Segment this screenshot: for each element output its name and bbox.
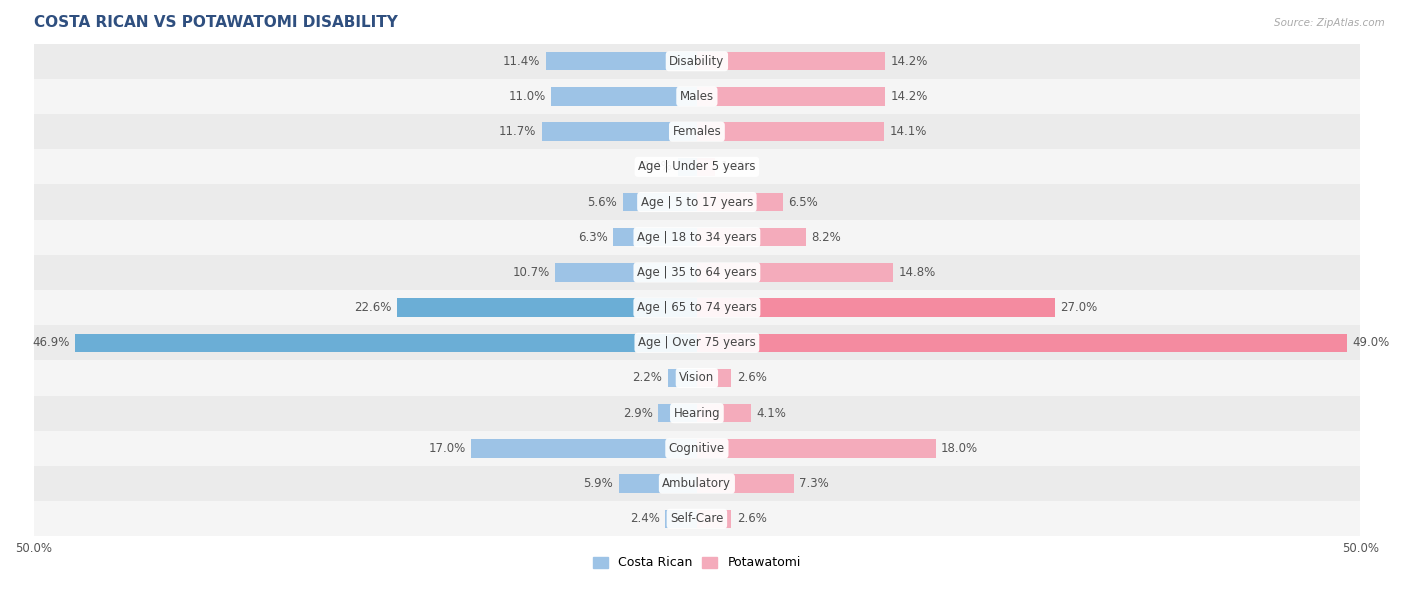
Bar [697, 263, 893, 282]
Text: Ambulatory: Ambulatory [662, 477, 731, 490]
Bar [34, 325, 1360, 360]
Text: 27.0%: 27.0% [1060, 301, 1098, 314]
Bar [697, 404, 751, 422]
Text: COSTA RICAN VS POTAWATOMI DISABILITY: COSTA RICAN VS POTAWATOMI DISABILITY [34, 15, 398, 30]
Bar [551, 88, 697, 106]
Text: Age | Over 75 years: Age | Over 75 years [638, 337, 756, 349]
Bar [546, 52, 697, 70]
Text: 14.2%: 14.2% [890, 54, 928, 68]
Bar [697, 369, 731, 387]
Text: 2.6%: 2.6% [737, 512, 766, 525]
Legend: Costa Rican, Potawatomi: Costa Rican, Potawatomi [588, 551, 806, 575]
Text: 14.1%: 14.1% [889, 125, 927, 138]
Bar [34, 114, 1360, 149]
Text: 5.9%: 5.9% [583, 477, 613, 490]
Bar [697, 439, 936, 458]
Bar [697, 193, 783, 211]
Bar [697, 122, 884, 141]
Text: 4.1%: 4.1% [756, 407, 786, 420]
Text: 14.2%: 14.2% [890, 90, 928, 103]
Text: Age | 35 to 64 years: Age | 35 to 64 years [637, 266, 756, 279]
Text: 2.9%: 2.9% [623, 407, 654, 420]
Text: Age | 18 to 34 years: Age | 18 to 34 years [637, 231, 756, 244]
Bar [34, 149, 1360, 184]
Bar [697, 299, 1054, 317]
Bar [541, 122, 697, 141]
Text: Age | 5 to 17 years: Age | 5 to 17 years [641, 195, 754, 209]
Bar [34, 501, 1360, 536]
Text: 46.9%: 46.9% [32, 337, 69, 349]
Bar [697, 228, 806, 247]
Bar [34, 466, 1360, 501]
Bar [658, 404, 697, 422]
Text: 49.0%: 49.0% [1353, 337, 1389, 349]
Text: 5.6%: 5.6% [588, 195, 617, 209]
Text: 14.8%: 14.8% [898, 266, 936, 279]
Bar [697, 158, 716, 176]
Bar [34, 431, 1360, 466]
Text: 7.3%: 7.3% [799, 477, 828, 490]
Bar [471, 439, 697, 458]
Text: Males: Males [681, 90, 714, 103]
Bar [34, 184, 1360, 220]
Text: 17.0%: 17.0% [429, 442, 465, 455]
Bar [613, 228, 697, 247]
Text: 2.4%: 2.4% [630, 512, 659, 525]
Text: Disability: Disability [669, 54, 724, 68]
Text: 1.4%: 1.4% [721, 160, 751, 173]
Bar [668, 369, 697, 387]
Text: Age | 65 to 74 years: Age | 65 to 74 years [637, 301, 756, 314]
Text: 6.3%: 6.3% [578, 231, 607, 244]
Bar [619, 474, 697, 493]
Text: Cognitive: Cognitive [669, 442, 725, 455]
Text: 10.7%: 10.7% [512, 266, 550, 279]
Text: 22.6%: 22.6% [354, 301, 392, 314]
Text: 2.6%: 2.6% [737, 371, 766, 384]
Bar [75, 334, 697, 352]
Text: Source: ZipAtlas.com: Source: ZipAtlas.com [1274, 18, 1385, 28]
Bar [34, 255, 1360, 290]
Bar [678, 158, 697, 176]
Text: 11.4%: 11.4% [503, 54, 540, 68]
Text: Females: Females [672, 125, 721, 138]
Bar [34, 43, 1360, 79]
Bar [623, 193, 697, 211]
Text: 18.0%: 18.0% [941, 442, 979, 455]
Bar [34, 395, 1360, 431]
Bar [697, 510, 731, 528]
Bar [697, 88, 886, 106]
Bar [34, 79, 1360, 114]
Bar [396, 299, 697, 317]
Text: Vision: Vision [679, 371, 714, 384]
Bar [665, 510, 697, 528]
Text: 6.5%: 6.5% [789, 195, 818, 209]
Text: Age | Under 5 years: Age | Under 5 years [638, 160, 755, 173]
Text: 2.2%: 2.2% [633, 371, 662, 384]
Text: 11.7%: 11.7% [499, 125, 536, 138]
Bar [34, 220, 1360, 255]
Bar [697, 334, 1347, 352]
Text: Hearing: Hearing [673, 407, 720, 420]
Text: 8.2%: 8.2% [811, 231, 841, 244]
Bar [697, 474, 794, 493]
Text: Self-Care: Self-Care [671, 512, 724, 525]
Bar [34, 290, 1360, 325]
Bar [34, 360, 1360, 395]
Bar [697, 52, 886, 70]
Text: 11.0%: 11.0% [509, 90, 546, 103]
Bar [555, 263, 697, 282]
Text: 1.4%: 1.4% [643, 160, 673, 173]
